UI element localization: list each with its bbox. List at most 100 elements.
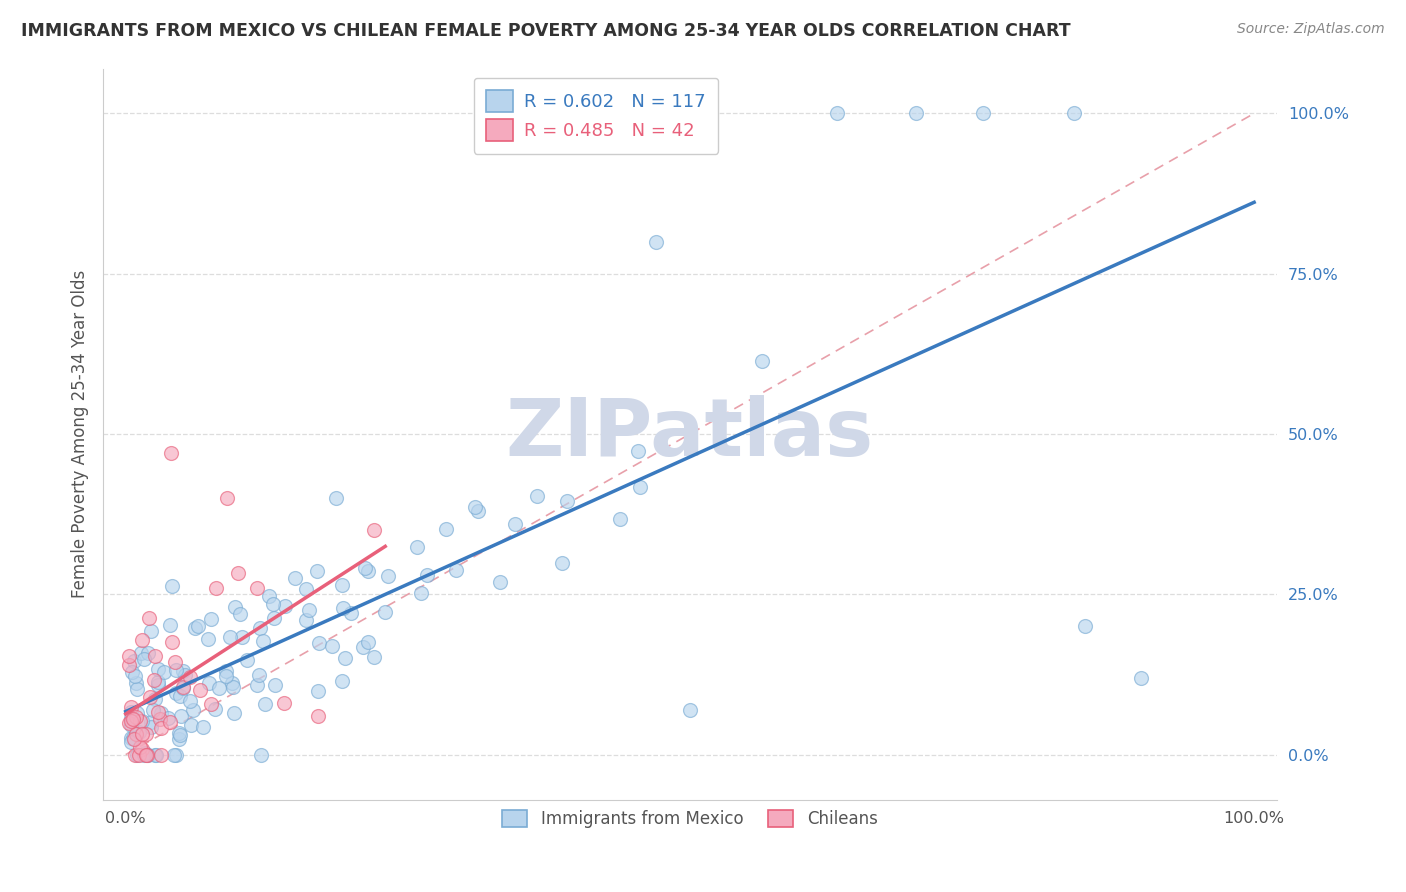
Point (129, 714, 152, 728)
Point (160, 579, 183, 593)
Point (464, 500, 486, 514)
Point (555, 494, 578, 508)
Point (249, 747, 271, 762)
Point (751, 354, 773, 368)
Point (138, 610, 160, 624)
Point (180, 718, 202, 732)
Point (118, 716, 141, 731)
Point (167, 726, 190, 740)
Point (149, 747, 172, 762)
Point (135, 747, 157, 762)
Point (333, 651, 356, 665)
Point (526, 489, 548, 503)
Point (222, 680, 245, 694)
Point (645, 235, 668, 249)
Point (352, 640, 374, 654)
Point (141, 624, 163, 638)
Point (434, 521, 457, 535)
Point (167, 732, 190, 747)
Point (208, 681, 231, 695)
Point (357, 564, 380, 578)
Point (139, 690, 162, 704)
Point (146, 675, 169, 690)
Point (170, 709, 193, 723)
Point (131, 727, 153, 741)
Point (165, 686, 187, 700)
Point (340, 607, 363, 621)
Point (488, 574, 510, 589)
Point (124, 747, 146, 762)
Text: Source: ZipAtlas.com: Source: ZipAtlas.com (1237, 22, 1385, 37)
Point (127, 706, 149, 720)
Point (353, 561, 375, 575)
Point (172, 681, 194, 695)
Point (262, 597, 284, 611)
Point (205, 581, 228, 595)
Point (330, 578, 353, 592)
Point (122, 731, 145, 746)
Point (257, 590, 280, 604)
Point (131, 714, 153, 728)
Point (120, 699, 142, 714)
Point (247, 668, 270, 682)
Point (120, 731, 142, 745)
Point (139, 715, 162, 730)
Point (135, 747, 157, 762)
Y-axis label: Female Poverty Among 25-34 Year Olds: Female Poverty Among 25-34 Year Olds (72, 270, 89, 599)
Point (172, 681, 194, 695)
Point (628, 480, 651, 494)
Point (904, 106, 927, 120)
Point (149, 713, 172, 727)
Point (128, 739, 150, 754)
Point (121, 731, 143, 745)
Point (146, 705, 169, 719)
Point (165, 655, 187, 669)
Point (121, 712, 143, 726)
Point (409, 586, 432, 600)
Point (273, 696, 295, 710)
Point (136, 647, 159, 661)
Point (134, 746, 156, 760)
Point (183, 621, 205, 635)
Point (228, 566, 250, 581)
Point (219, 631, 242, 645)
Point (330, 674, 353, 689)
Point (627, 444, 650, 458)
Point (321, 639, 343, 653)
Point (551, 557, 574, 571)
Point (156, 711, 179, 725)
Point (149, 721, 172, 735)
Point (143, 649, 166, 664)
Point (129, 646, 152, 660)
Legend: Immigrants from Mexico, Chileans: Immigrants from Mexico, Chileans (496, 804, 884, 835)
Point (120, 714, 142, 729)
Point (406, 540, 429, 554)
Point (467, 504, 489, 518)
Point (307, 709, 329, 723)
Point (165, 747, 187, 762)
Point (120, 711, 142, 725)
Point (145, 747, 167, 762)
Point (235, 653, 257, 667)
Point (217, 491, 239, 505)
Point (193, 720, 215, 734)
Point (214, 669, 236, 683)
Point (1074, 619, 1097, 633)
Point (148, 678, 170, 692)
Point (124, 669, 146, 683)
Point (134, 652, 156, 666)
Point (231, 631, 253, 645)
Point (159, 715, 181, 730)
Point (215, 664, 238, 678)
Point (159, 617, 181, 632)
Point (188, 682, 211, 697)
Point (181, 703, 204, 717)
Point (308, 636, 330, 650)
Text: ZIPatlas: ZIPatlas (506, 395, 875, 473)
Point (136, 747, 159, 762)
Point (1130, 671, 1153, 685)
Point (363, 650, 385, 665)
Point (679, 703, 702, 717)
Point (253, 697, 276, 711)
Point (142, 703, 165, 717)
